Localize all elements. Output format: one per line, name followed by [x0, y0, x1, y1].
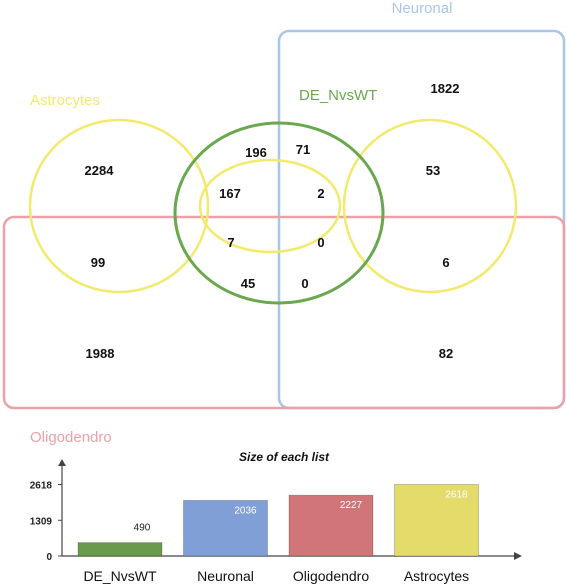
x-axis-arrow	[514, 552, 522, 560]
size-bar-chart: Size of each list 0 1309 2618 490 2036 2227 2…	[30, 450, 522, 584]
count-neuronal-de: 71	[296, 142, 310, 157]
astrocytes-set-right-ellipse	[342, 118, 518, 294]
count-all-four: 0	[317, 235, 324, 250]
count-astrocytes-only: 2284	[85, 163, 115, 178]
count-neuronal-oligodendro: 82	[439, 346, 453, 361]
bar-value-label: 490	[134, 523, 151, 534]
count-astrocytes-oligodendro: 99	[91, 255, 105, 270]
neuronal-set-label: Neuronal	[392, 0, 453, 17]
bar-neuronal	[183, 500, 268, 557]
astrocytes-set-label: Astrocytes	[30, 92, 100, 109]
bar-value-label: 2618	[445, 490, 468, 501]
category-label: Neuronal	[197, 568, 254, 584]
astrocytes-set-left-ellipse	[28, 118, 210, 294]
y-tick-label: 1309	[30, 516, 53, 527]
count-neuronal-only: 1822	[431, 81, 460, 96]
de-nvswt-set-label: DE_NvsWT	[299, 87, 377, 104]
bar-de-nvswt	[77, 542, 163, 557]
count-oligodendro-only: 1988	[86, 346, 115, 361]
count-astrocytes-oligodendro-de: 7	[227, 235, 234, 250]
count-neuronal-astrocytes-de: 2	[317, 186, 324, 201]
count-astrocytes-de-inner: 167	[219, 186, 241, 201]
count-astrocytes-de: 196	[245, 145, 267, 160]
count-oligodendro-neuronal-de: 0	[301, 276, 308, 291]
count-oligodendro-astrocytes-de: 45	[241, 276, 255, 291]
bar-value-label: 2227	[340, 500, 363, 511]
astrocytes-set-center-ellipse	[198, 158, 342, 254]
y-axis-arrow	[58, 459, 66, 466]
y-tick-label: 2618	[30, 481, 53, 492]
count-neuronal-astrocytes: 53	[426, 163, 440, 178]
oligodendro-set-rectangle	[2, 215, 566, 410]
chart-title: Size of each list	[239, 450, 330, 464]
bar-oligodendro	[288, 494, 374, 557]
category-label: Oligodendro	[293, 568, 369, 584]
bar-astrocytes	[394, 484, 479, 557]
bar-value-label: 2036	[234, 505, 257, 516]
y-tick-label: 0	[46, 552, 52, 563]
category-label: DE_NvsWT	[83, 568, 157, 584]
count-neuronal-astrocytes-oligodendro: 6	[442, 255, 449, 270]
category-label: Astrocytes	[404, 568, 469, 584]
oligodendro-set-label: Oligodendro	[30, 429, 112, 446]
de-nvswt-set-ellipse	[173, 121, 385, 305]
